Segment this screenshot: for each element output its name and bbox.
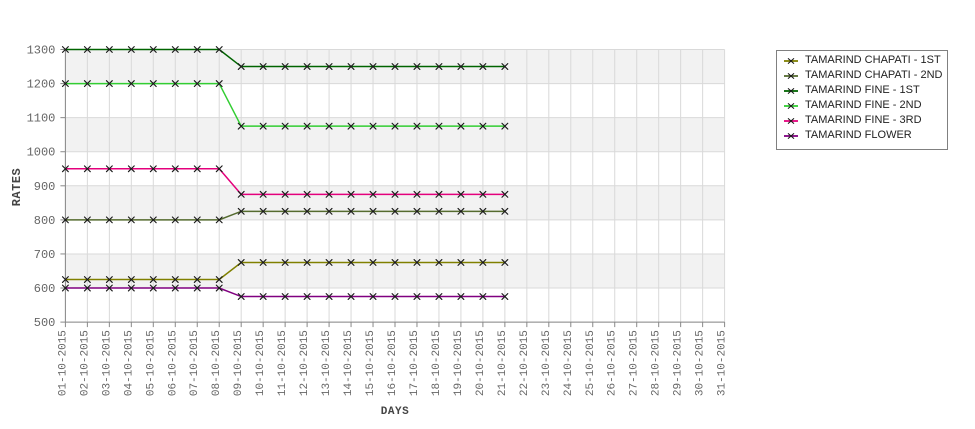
svg-text:23-10-2015: 23-10-2015 (541, 330, 553, 396)
svg-text:27-10-2015: 27-10-2015 (629, 330, 641, 396)
svg-text:01-10-2015: 01-10-2015 (57, 330, 69, 396)
svg-text:21-10-2015: 21-10-2015 (497, 330, 509, 396)
svg-text:17-10-2015: 17-10-2015 (409, 330, 421, 396)
svg-text:07-10-2015: 07-10-2015 (189, 330, 201, 396)
svg-text:18-10-2015: 18-10-2015 (431, 330, 443, 396)
svg-text:26-10-2015: 26-10-2015 (607, 330, 619, 396)
svg-text:14-10-2015: 14-10-2015 (343, 330, 355, 396)
svg-text:09-10-2015: 09-10-2015 (233, 330, 245, 396)
svg-text:12-10-2015: 12-10-2015 (299, 330, 311, 396)
svg-text:28-10-2015: 28-10-2015 (651, 330, 663, 396)
svg-text:1000: 1000 (27, 146, 56, 160)
svg-text:20-10-2015: 20-10-2015 (475, 330, 487, 396)
svg-text:11-10-2015: 11-10-2015 (277, 330, 289, 396)
svg-text:500: 500 (34, 316, 56, 330)
svg-text:31-10-2015: 31-10-2015 (717, 330, 729, 396)
svg-text:1200: 1200 (27, 78, 56, 92)
svg-text:29-10-2015: 29-10-2015 (673, 330, 685, 396)
svg-text:1100: 1100 (27, 112, 56, 126)
svg-text:03-10-2015: 03-10-2015 (101, 330, 113, 396)
svg-text:24-10-2015: 24-10-2015 (563, 330, 575, 396)
svg-text:04-10-2015: 04-10-2015 (123, 330, 135, 396)
svg-text:16-10-2015: 16-10-2015 (387, 330, 399, 396)
svg-text:800: 800 (34, 214, 56, 228)
svg-text:700: 700 (34, 248, 56, 262)
svg-text:10-10-2015: 10-10-2015 (255, 330, 267, 396)
svg-text:600: 600 (34, 282, 56, 296)
svg-text:900: 900 (34, 180, 56, 194)
svg-text:22-10-2015: 22-10-2015 (519, 330, 531, 396)
svg-text:1300: 1300 (27, 44, 56, 58)
svg-text:19-10-2015: 19-10-2015 (453, 330, 465, 396)
svg-text:08-10-2015: 08-10-2015 (211, 330, 223, 396)
svg-text:15-10-2015: 15-10-2015 (365, 330, 377, 396)
svg-text:30-10-2015: 30-10-2015 (695, 330, 707, 396)
svg-text:06-10-2015: 06-10-2015 (167, 330, 179, 396)
svg-text:13-10-2015: 13-10-2015 (321, 330, 333, 396)
svg-text:25-10-2015: 25-10-2015 (585, 330, 597, 396)
svg-text:05-10-2015: 05-10-2015 (145, 330, 157, 396)
svg-text:02-10-2015: 02-10-2015 (79, 330, 91, 396)
